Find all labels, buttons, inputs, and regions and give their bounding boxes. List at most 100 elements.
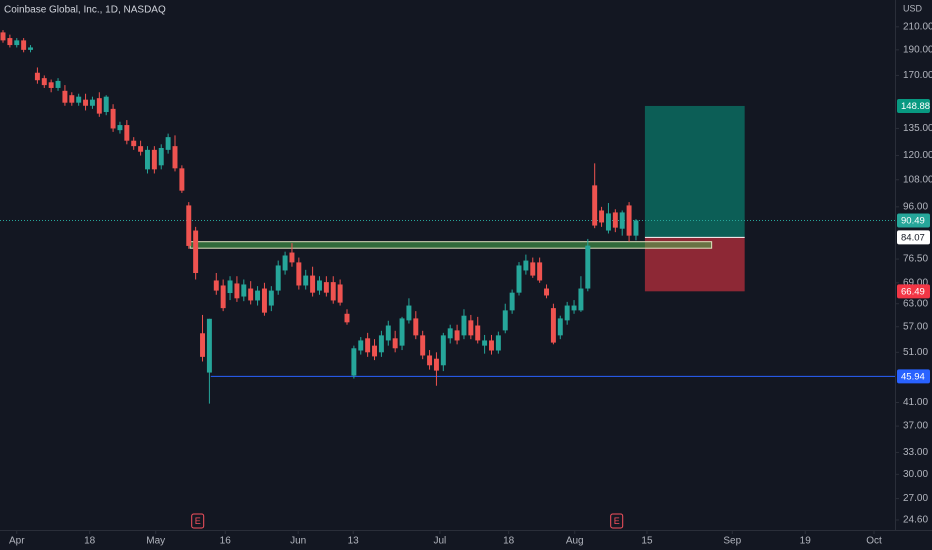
candle-body [592,185,598,226]
x-tick-label: Jul [433,536,446,547]
y-tick-label: 57.00 [903,321,928,332]
candle-body [0,32,6,41]
candle-body [69,95,75,103]
candle-body [392,338,398,349]
candle-body [557,318,563,336]
y-tick-label: 170.00 [903,70,932,81]
candle-body [344,313,350,323]
chart-title: Coinbase Global, Inc., 1D, NASDAQ [4,5,166,16]
x-tick-label: Sep [723,536,741,547]
candle-body [193,230,199,274]
candle-body [310,275,316,293]
y-tick-label: 27.00 [903,493,928,504]
candle-body [227,280,233,294]
candle-body [220,285,226,309]
target-price-label: 148.88 [901,101,930,112]
candle-body [365,338,371,353]
y-tick-label: 120.00 [903,150,932,161]
event-marker [191,513,205,529]
candle-body [578,288,584,311]
candle-body [110,108,116,129]
candle-body [289,252,295,263]
entry-price-label-bg [897,230,930,245]
y-tick-label: 210.00 [903,21,932,32]
candle-body [440,335,446,366]
event-label: E [195,516,201,526]
candle-body [454,330,460,341]
candle-body [413,318,419,336]
y-tick-label: 135.00 [903,123,932,134]
candle-body [427,355,433,366]
candle-body [585,245,591,289]
candle-body [48,82,54,88]
candle-body [151,149,157,170]
candle-body [83,99,89,106]
candle-body [571,305,577,311]
candle-body [41,78,47,86]
candle-body [89,99,95,106]
candle-body [605,213,611,231]
candle-body [131,140,137,147]
candle-body [482,340,488,346]
candle-body [523,260,529,271]
candle-body [516,265,522,293]
event-marker [610,513,624,529]
candle-body [282,255,288,271]
y-tick-label: 96.00 [903,201,928,212]
y-tick-label: 30.00 [903,469,928,480]
level-price-label-bg [897,369,930,384]
x-tick-label: May [146,536,165,547]
candle-body [530,262,536,276]
candle-body [268,290,274,306]
candle-body [34,72,40,81]
y-tick-label: 37.00 [903,421,928,432]
candle-body [633,220,639,236]
currency-label: USD [903,3,923,13]
candle-body [351,348,357,376]
candle-body [612,212,618,228]
candle-body [475,325,481,341]
y-tick-label: 41.00 [903,397,928,408]
stop-price-label: 66.49 [901,286,925,297]
candle-body [28,47,33,50]
x-tick-label: Aug [566,536,584,547]
last-price-label-bg [897,213,930,228]
candle-body [626,205,632,236]
candle-body [468,320,474,336]
x-tick-label: Oct [866,536,882,547]
candle-body [372,345,377,357]
candle-body [179,168,185,191]
x-tick-label: 16 [220,536,232,547]
candle-body [358,340,364,351]
candle-body [461,315,467,336]
candle-body [385,325,391,341]
candle-body [62,90,68,103]
stop-price-label-bg [897,284,930,299]
candle-body [206,318,212,373]
x-tick-label: 18 [503,536,515,547]
candle-body [103,96,109,113]
candle-body [213,280,219,291]
y-tick-label: 76.50 [903,254,928,265]
x-tick-label: Apr [9,536,25,547]
y-tick-label: 51.00 [903,347,928,358]
candle-body [447,328,453,339]
y-tick-label: 108.00 [903,174,932,185]
level-price-label: 45.94 [901,371,925,382]
candle-body [550,308,556,343]
candle-body [145,149,150,170]
candle-body [599,210,605,223]
candle-body [317,280,322,291]
candle-body [399,318,405,346]
candle-body [275,265,281,291]
candle-body [261,288,267,313]
y-tick-label: 190.00 [903,44,932,55]
candle-body [7,38,13,46]
x-tick-label: 13 [348,536,360,547]
candle-body [337,284,343,303]
candle-body [489,340,494,351]
candle-body [172,146,178,169]
candle-body [330,282,336,301]
x-tick-label: 19 [800,536,812,547]
